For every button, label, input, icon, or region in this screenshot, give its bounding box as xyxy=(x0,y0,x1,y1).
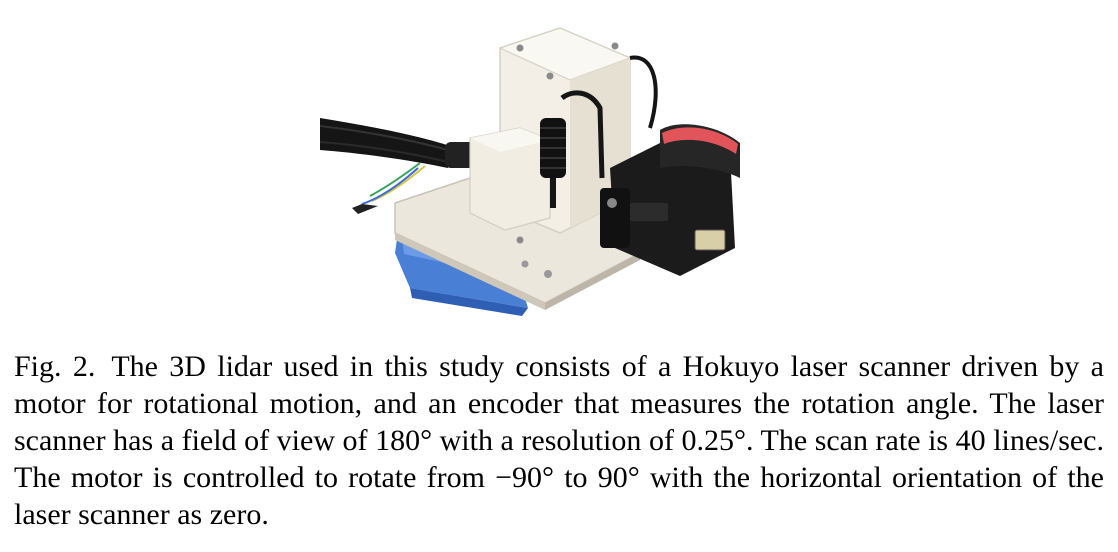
figure-caption-text: The 3D lidar used in this study consists… xyxy=(14,350,1104,531)
figure-label: Fig. 2. xyxy=(14,350,96,383)
lidar-photo xyxy=(300,18,780,328)
coiled-cable xyxy=(540,55,658,208)
hokuyo-laser-scanner xyxy=(600,124,740,276)
figure-caption: Fig. 2. The 3D lidar used in this study c… xyxy=(14,348,1104,533)
